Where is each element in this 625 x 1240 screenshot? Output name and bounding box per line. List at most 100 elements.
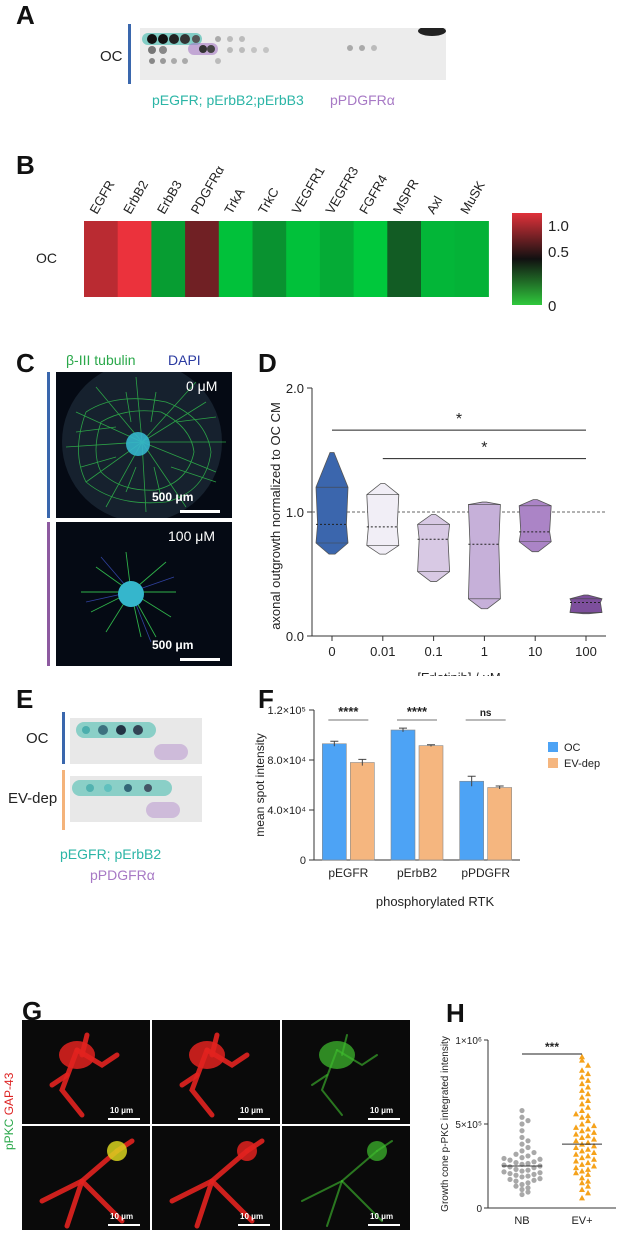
panel-e-legend-purple: pPDGFRα [90,867,155,883]
point-EV+ [579,1121,585,1127]
scale-bar-bottom [180,658,220,661]
axon-network-image [81,551,176,643]
point-NB [531,1149,537,1156]
panel-e-array-evdep [70,776,202,822]
panel-d-label: D [258,348,277,378]
point-EV+ [579,1053,585,1060]
y-tick-label: 5×10⁵ [455,1120,482,1131]
x-axis-label: [Erlotinib] / μM [417,670,500,676]
bar-OC-pEGFR [322,743,347,861]
point-NB [537,1176,543,1182]
growth-cone-image [301,1140,393,1227]
point-NB [519,1148,525,1154]
scale-bar-label: 10 μm [110,1212,134,1221]
colorbar-tick-label: 0 [548,298,556,315]
point-EV+ [579,1186,585,1193]
heatmap-column-label: ErbB2 [120,178,151,217]
point-EV+ [585,1146,591,1152]
point-NB [525,1173,531,1179]
point-NB [525,1167,531,1173]
point-EV+ [579,1087,585,1093]
point-NB [525,1138,531,1144]
heatmap-column-label: TrkA [221,185,248,216]
significance-label: ns [480,708,492,719]
heatmap-column-label: Axl [423,193,445,216]
x-tick-label: 1 [481,644,488,659]
point-NB [513,1166,519,1172]
heatmap-column-label: ErbB3 [154,178,185,217]
point-EV+ [579,1194,585,1201]
heatmap-cell [387,221,422,297]
point-NB [531,1159,537,1165]
bar-OC-pErbB2 [390,729,416,861]
point-EV+ [591,1149,597,1156]
violin-100 [569,594,603,615]
x-tick-label: 100 [575,644,597,659]
y-tick-label: 8.0×10⁴ [267,755,306,767]
point-EV+ [591,1163,597,1169]
point-EV+ [585,1139,591,1145]
point-EV+ [579,1057,585,1063]
heatmap-cell [252,221,287,297]
point-EV+ [585,1152,591,1159]
point-EV+ [585,1112,591,1119]
point-EV+ [579,1094,585,1100]
point-EV+ [573,1169,579,1176]
scale-bar-label: 10 μm [370,1106,394,1115]
growth-cone-image [179,1032,250,1118]
micrograph-tile-red: 10 μm [152,1020,280,1124]
point-EV+ [579,1179,585,1186]
scale-bar [108,1224,140,1226]
panel-c-stain-green: β-III tubulin [66,352,136,368]
point-NB [507,1164,513,1170]
point-NB [501,1162,507,1168]
point-NB [519,1181,525,1188]
heatmap-cell [117,221,152,297]
colorbar-tick-label: 1.0 [548,218,569,235]
point-NB [525,1160,531,1167]
point-NB [519,1186,525,1193]
ylabel-GAP43: GAP-43 [2,1072,16,1116]
micrograph-tile-merge: 10 μm [22,1126,150,1230]
heatmap-cell [421,221,456,297]
violin-0.01 [366,483,400,555]
point-NB [537,1156,543,1162]
heatmap-cell [185,221,220,297]
panel-c-dose-top: 0 μM [186,378,218,394]
heatmap-column-label: TrkC [255,185,282,216]
growth-cone-image [169,1138,265,1229]
point-EV+ [585,1097,591,1103]
y-axis-label: mean spot intensity [253,733,267,836]
point-NB [513,1178,519,1184]
point-NB [531,1177,537,1183]
point-EV+ [591,1136,597,1142]
point-NB [519,1134,525,1141]
heatmap-cell [218,221,253,297]
point-EV+ [579,1100,585,1107]
panel-e-label: E [16,684,34,714]
heatmap-row-label: OC [36,250,57,266]
x-axis-label: phosphorylated RTK [376,894,495,909]
point-NB [501,1169,507,1175]
panel-a-row-label: OC [100,48,123,65]
panel-c-stain-blue: DAPI [168,352,201,368]
panel-h-scatter-chart: 0 5×10⁵ 1×10⁶ NB EV+ *** Growth cone p-PKC int… [440,1036,616,1227]
scale-bar-label: 10 μm [370,1212,394,1221]
x-tick-label: NB [514,1215,529,1227]
point-EV+ [579,1174,585,1181]
heatmap-cell [84,221,119,297]
micrograph-tile-merge: 10 μm [22,1020,150,1124]
violin-1 [467,501,501,610]
legend-swatch-EV-dep [548,758,558,768]
panel-e-legend-green: pEGFR; pErbB2 [60,846,162,862]
point-EV+ [585,1132,591,1139]
micrograph-tile-green: 10 μm [282,1126,410,1230]
panel-e-row-evdep: EV-dep [8,790,58,807]
point-NB [519,1174,525,1180]
panel-a-bar [128,24,131,84]
point-EV+ [585,1126,591,1132]
point-EV+ [591,1142,597,1149]
legend-label-EV-dep: EV-dep [564,758,600,770]
panel-g-label: G [22,996,43,1026]
